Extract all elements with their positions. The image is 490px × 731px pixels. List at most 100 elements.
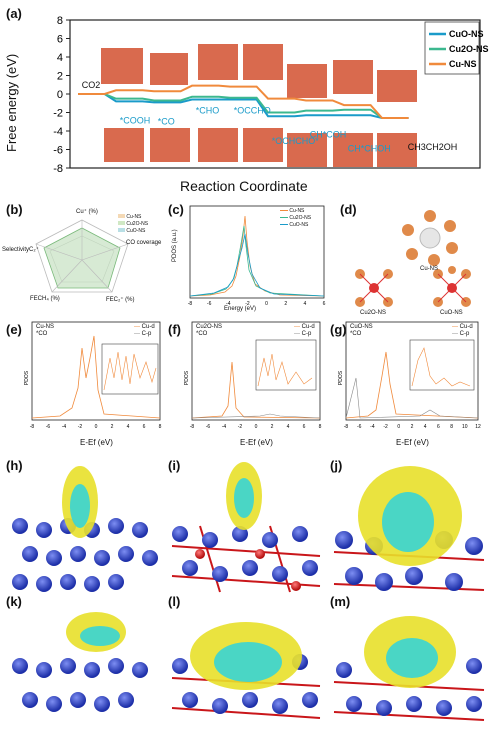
- radar-axis-label: CO coverage: [126, 240, 162, 246]
- xtick-label: 8: [159, 424, 162, 430]
- panel-a-label: (a): [6, 6, 22, 21]
- species-label: CO2: [82, 80, 101, 90]
- xtick-label: 0: [95, 424, 98, 430]
- species-label: CH*COH: [310, 129, 347, 139]
- panel-g-xlabel: E-Ef (eV): [396, 438, 429, 447]
- xtick-label: 6: [143, 424, 146, 430]
- panel-g-inset: [409, 339, 475, 391]
- legend-label: Cu2O-NS: [449, 44, 489, 54]
- ytick-label: 6: [57, 34, 63, 46]
- xtick-label: -8: [344, 424, 349, 430]
- panel-h-image: [12, 466, 158, 592]
- xtick-label: 0: [255, 424, 258, 430]
- xtick-label: 2: [271, 424, 274, 430]
- series-line: [78, 93, 409, 120]
- surface-images-bottom: [104, 128, 417, 167]
- panel-g-cud: [345, 351, 479, 419]
- panel-g-frame: [345, 321, 479, 421]
- xtick-label: -2: [78, 424, 83, 430]
- panel-f-cud: [191, 361, 321, 419]
- cuo-ns-structure: [433, 266, 471, 307]
- panel-k-label: (k): [6, 594, 22, 609]
- xtick-label: -8: [190, 424, 195, 430]
- series-line: [78, 93, 409, 120]
- species-label: CH*CHOH: [348, 143, 391, 153]
- isosurface-panels: [12, 462, 485, 721]
- panel-f-legend: — Cu-d — C-p: [294, 324, 315, 337]
- panel-c-ylabel: PDOS (a.u.): [172, 229, 178, 262]
- xtick-label: 2: [411, 424, 414, 430]
- surface-images-top: [101, 44, 417, 102]
- panel-f-frame: [191, 321, 321, 421]
- xtick-label: 2: [111, 424, 114, 430]
- xtick-label: -6: [46, 424, 51, 430]
- panel-e-cud: [31, 335, 161, 419]
- panel-m-label: (m): [330, 594, 351, 609]
- surface-image: [243, 128, 283, 162]
- panel-f-inset: [255, 339, 317, 391]
- panel-b-label: (b): [6, 202, 23, 217]
- ylabel: PDOS: [338, 370, 344, 385]
- surface-image: [198, 128, 238, 162]
- ytick-label: 4: [57, 52, 63, 64]
- xtick-label: 10: [462, 424, 468, 430]
- panel-c-label: (c): [168, 202, 184, 217]
- xtick-label: 4: [127, 424, 130, 430]
- surface-image: [198, 44, 238, 80]
- panel-f-cp: [191, 413, 321, 419]
- xtick-label: -4: [226, 301, 231, 307]
- panel-i-label: (i): [168, 458, 181, 473]
- ytick-label: -4: [53, 126, 63, 138]
- species-label: *CHO: [196, 106, 220, 116]
- xtick-label: 6: [437, 424, 440, 430]
- panel-g-cp: [345, 377, 479, 419]
- species-label: CH3CH2OH: [408, 142, 458, 152]
- species-label: *OCHCHO*: [272, 136, 320, 146]
- xtick-label: 0: [265, 301, 268, 307]
- panel-a-xlabel: Reaction Coordinate: [180, 178, 308, 194]
- panel-a-ylabel: Free energy (eV): [4, 53, 19, 152]
- radar-axis-label: Cu⁺ (%): [76, 209, 98, 215]
- xtick-label: 0: [397, 424, 400, 430]
- xtick-label: 4: [424, 424, 427, 430]
- surface-image: [377, 133, 417, 167]
- panel-f-title: Cu2O-NS *CO: [196, 324, 223, 337]
- species-label: *COOH: [120, 115, 151, 125]
- xtick-label: -2: [383, 424, 388, 430]
- panel-g-legend: — Cu-d — C-p: [452, 324, 473, 337]
- species-label: *CO: [158, 116, 175, 126]
- panel-c-chart: -8 -6 -4 -2 0 2 4 6: [188, 205, 326, 307]
- panel-e-label: (e): [6, 322, 22, 337]
- radar-axis-label: SelectivityC₂⁺: [2, 247, 39, 253]
- panel-e-title: Cu-NS *CO: [36, 324, 55, 337]
- panel-e-xlabel: E-Ef (eV): [80, 438, 113, 447]
- xtick-label: 8: [450, 424, 453, 430]
- structure-label: Cu2O-NS: [360, 310, 387, 316]
- radar-axis-label: FECH₄ (%): [30, 296, 60, 302]
- xtick-label: -2: [238, 424, 243, 430]
- panel-g-title: CuO-NS *CO: [350, 324, 373, 337]
- panel-b-radar: [35, 219, 129, 293]
- surface-image: [150, 53, 188, 85]
- panel-c-xlabel: Energy (eV): [224, 306, 257, 312]
- cu-ns-structure: [402, 210, 458, 266]
- panel-a-chart: 8 6 4 2 0 -2 -4 -6 -8 CO2 *COOH *CO *CHO *OCCHO *OCHC…: [53, 15, 489, 175]
- ytick-label: -6: [53, 145, 63, 157]
- panel-e-frame: [31, 321, 161, 421]
- legend-label: Cu-NS: [449, 59, 477, 69]
- surface-image: [333, 133, 373, 167]
- panel-j-label: (j): [330, 458, 343, 473]
- surface-image: [287, 133, 327, 167]
- xtick-label: 6: [323, 301, 326, 307]
- cu2o-ns-structure: [355, 269, 393, 307]
- panel-i-image: [171, 462, 321, 593]
- xtick-label: -6: [206, 424, 211, 430]
- panel-e-inset: [101, 343, 159, 395]
- panel-a-yticks: 8 6 4 2 0 -2 -4 -6 -8: [53, 15, 70, 175]
- ylabel: PDOS: [184, 370, 190, 385]
- panel-a-series: [78, 84, 409, 120]
- xtick-label: -4: [370, 424, 375, 430]
- ytick-label: 2: [57, 71, 63, 83]
- panel-f-label: (f): [168, 322, 181, 337]
- panel-g-label: (g): [330, 322, 347, 337]
